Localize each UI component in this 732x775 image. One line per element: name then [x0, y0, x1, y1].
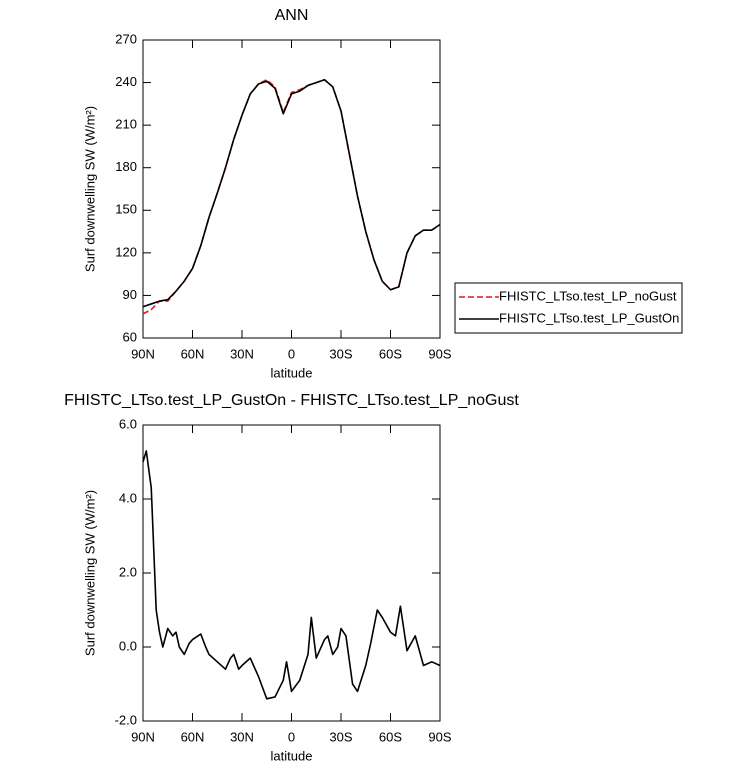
y-tick-label: 240: [115, 74, 137, 89]
x-tick-label: 60S: [379, 346, 402, 361]
x-axis-label: latitude: [271, 748, 313, 763]
plot-frame: [142, 424, 441, 722]
y-tick-label: 4.0: [119, 490, 137, 505]
chart-title: FHISTC_LTso.test_LP_GustOn - FHISTC_LTso…: [64, 392, 519, 409]
plot-frame: [142, 39, 441, 339]
y-tick-label: 0.0: [119, 638, 137, 653]
y-tick-label: 180: [115, 159, 137, 174]
y-tick-label: 150: [115, 202, 137, 217]
y-tick-label: 60: [123, 329, 137, 344]
legend-label: FHISTC_LTso.test_LP_noGust: [499, 288, 677, 303]
y-tick-label: -2.0: [115, 712, 137, 727]
data-line: [142, 450, 441, 700]
y-axis-label: Surf downwelling SW (W/m²): [82, 490, 97, 656]
x-tick-label: 90N: [131, 729, 155, 744]
chart-title: ANN: [275, 7, 309, 24]
legend-box: [454, 282, 683, 334]
y-tick-label: 6.0: [119, 416, 137, 431]
x-tick-label: 30N: [230, 346, 254, 361]
y-axis-label: Surf downwelling SW (W/m²): [82, 106, 97, 272]
x-tick-label: 0: [288, 346, 295, 361]
legend-label: FHISTC_LTso.test_LP_GustOn: [499, 310, 679, 325]
y-tick-label: 120: [115, 244, 137, 259]
x-tick-label: 30N: [230, 729, 254, 744]
x-tick-label: 0: [288, 729, 295, 744]
x-tick-label: 60N: [181, 729, 205, 744]
x-tick-label: 30S: [329, 729, 352, 744]
y-tick-label: 270: [115, 31, 137, 46]
x-tick-label: 90S: [428, 729, 451, 744]
x-tick-label: 90N: [131, 346, 155, 361]
y-tick-label: 90: [123, 287, 137, 302]
data-line: [142, 78, 441, 315]
y-tick-label: 210: [115, 117, 137, 132]
data-line: [142, 78, 441, 308]
x-tick-label: 90S: [428, 346, 451, 361]
x-tick-label: 60N: [181, 346, 205, 361]
x-axis-label: latitude: [271, 365, 313, 380]
x-tick-label: 30S: [329, 346, 352, 361]
y-tick-label: 2.0: [119, 564, 137, 579]
x-tick-label: 60S: [379, 729, 402, 744]
